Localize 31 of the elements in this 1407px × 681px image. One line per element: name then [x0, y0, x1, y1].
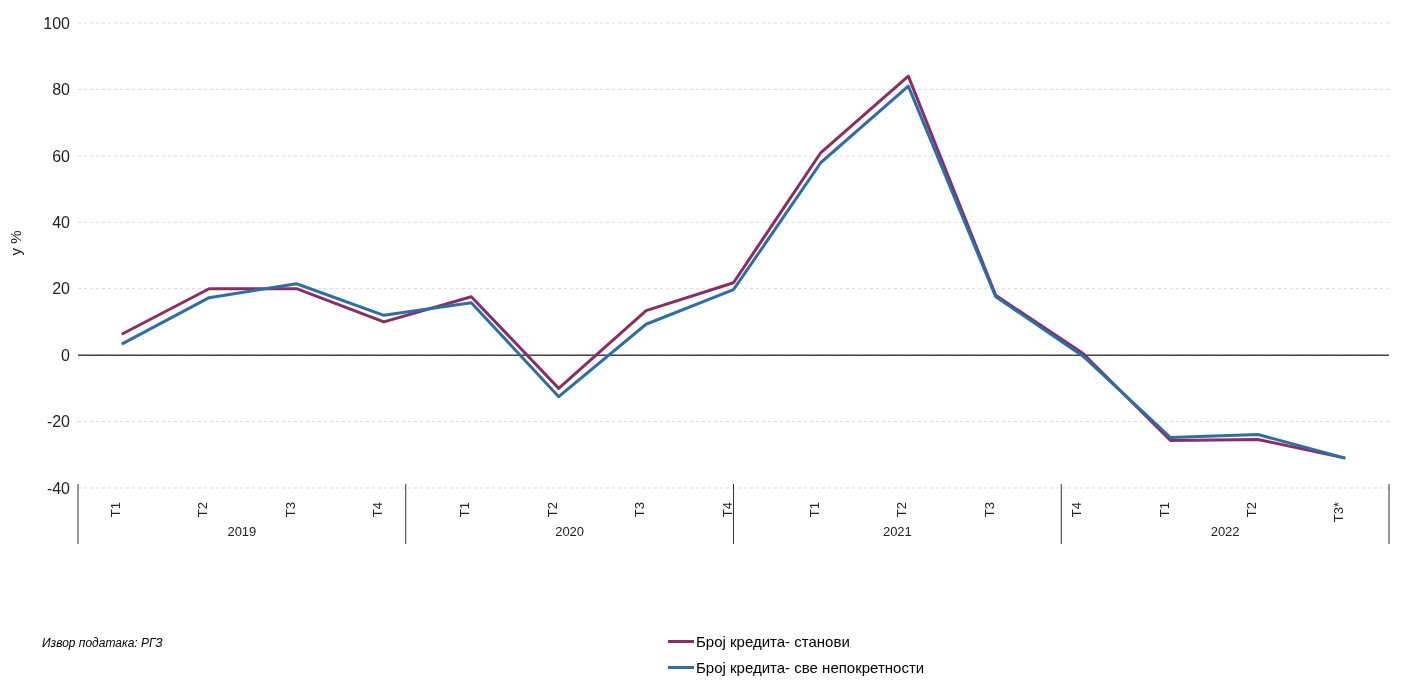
legend-label: Број кредита- станови: [696, 632, 850, 650]
text: 2022: [1210, 524, 1240, 539]
x-tick-label: T1: [1156, 502, 1172, 518]
x-tick-label: T2: [894, 502, 910, 518]
x-tick-label: T2: [195, 502, 211, 518]
x-tick-label: T4: [1069, 502, 1085, 518]
text: Извор података: РГЗ: [42, 636, 163, 650]
text: 2019: [227, 524, 257, 539]
x-tick-label: T4: [719, 502, 735, 518]
x-tick-label: T1: [457, 502, 473, 518]
x-tick-label: T3: [632, 502, 648, 518]
x-tick-label: T1: [107, 502, 123, 518]
y-tick-label: 0: [61, 346, 71, 364]
x-tick-label: T4: [369, 502, 385, 518]
x-tick-label: T3*: [1331, 502, 1347, 523]
text: 2021: [882, 524, 912, 539]
x-tick-label: T3: [282, 502, 298, 518]
x-tick-label: T2: [1243, 502, 1259, 518]
y-tick-label: 60: [52, 147, 71, 165]
y-axis-title: у %: [7, 230, 25, 256]
text: 2020: [555, 524, 585, 539]
x-tick-label: T2: [544, 502, 560, 518]
y-tick-label: 20: [52, 280, 71, 298]
y-tick-label: 80: [52, 81, 71, 99]
x-tick-label: T1: [806, 502, 822, 518]
y-tick-label: -40: [46, 479, 71, 497]
x-tick-label: T3: [981, 502, 997, 518]
legend-label: Број кредита- све непокретности: [696, 658, 925, 676]
y-tick-label: -20: [46, 413, 71, 431]
y-tick-label: 100: [43, 14, 71, 32]
y-tick-label: 40: [52, 213, 71, 231]
